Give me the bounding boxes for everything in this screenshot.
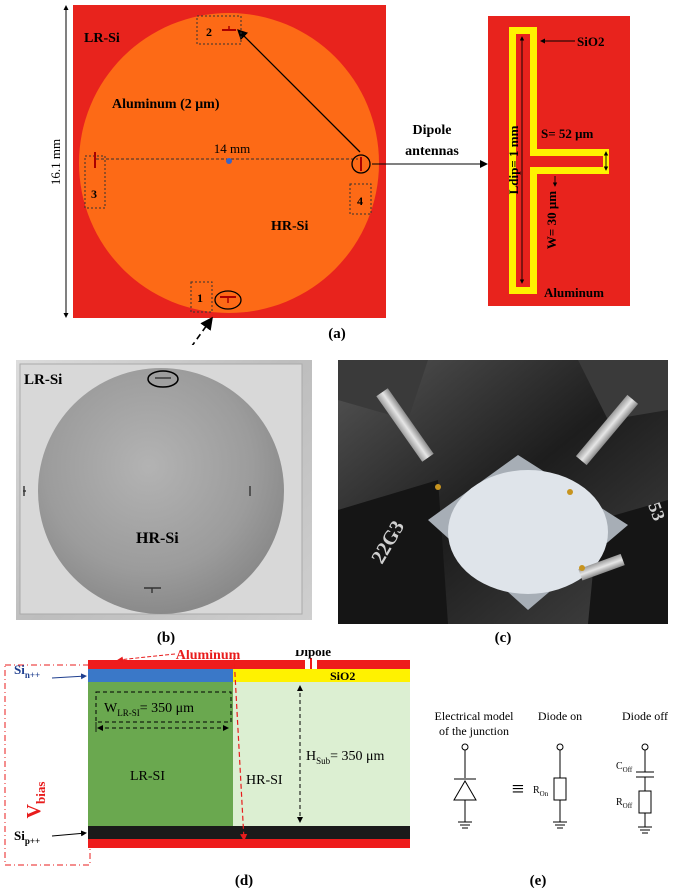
gap-s-label: S= 52 μm (541, 126, 594, 141)
photo-lr-si-label: LR-Si (24, 372, 63, 388)
panel-e: Electrical model of the junction Diode o… (435, 709, 669, 889)
diode-off-label: Diode off (622, 709, 668, 723)
lr-si-block (88, 682, 233, 826)
w-lrsi-label: WLR-SI= 350 μm (104, 701, 194, 718)
diode-on-label: Diode on (538, 709, 582, 723)
aluminum-label-d: Aluminum (176, 650, 241, 663)
diode-off-circuit (636, 743, 654, 834)
chip-wafer-disc (448, 470, 608, 594)
photo-hr-si-label: HR-Si (136, 530, 179, 547)
hr-si-label: HR-Si (271, 219, 308, 234)
h-sub-label: HSub= 350 μm (306, 749, 385, 766)
captions-bc: (b) (c) (157, 630, 512, 646)
r-off-label: ROff (616, 797, 633, 810)
top-aluminum-layer (88, 660, 410, 669)
side-length-label: 16.1 mm (48, 139, 63, 185)
center-dot (226, 158, 232, 164)
panel-b-photo: LR-Si HR-Si (16, 360, 312, 620)
panel-d: Vbias Aluminum Dipole SiO2 Sin++ Sip++ W… (4, 650, 410, 889)
hr-si-label-d: HR-SI (246, 773, 283, 788)
hr-si-block (233, 682, 410, 826)
dipole-label-d: Dipole (295, 650, 331, 659)
panel-c-photo: 22G3 53 (338, 360, 668, 624)
antennas-label: antennas (405, 144, 459, 159)
caption-b: (b) (157, 630, 175, 646)
antenna-1-label: 1 (197, 291, 203, 305)
sio2-zoom-label: SiO2 (577, 34, 604, 49)
si-p-label: Sip++ (14, 828, 40, 846)
n-plus-layer (88, 669, 233, 682)
ldip-label: Ldip= 1 mm (506, 125, 521, 194)
wafer-disc (38, 368, 284, 614)
aluminum-label: Aluminum (2 μm) (112, 97, 220, 112)
lr-si-label-d: LR-SI (130, 769, 165, 784)
equivalence-sign: ≡ (512, 776, 524, 801)
sio2-layer (233, 669, 410, 682)
c-off-label: COff (616, 761, 633, 774)
antenna-4-label: 4 (357, 194, 363, 208)
model-line-1: Electrical model (435, 709, 515, 723)
vbias-label: Vbias (23, 782, 48, 819)
holder-label-right: 53 (644, 500, 668, 524)
caption-a: (a) (328, 326, 346, 342)
caption-d: (d) (235, 873, 253, 889)
panel-a: 16.1 mm LR-Si Aluminum (2 μm) HR-Si 14 m… (48, 5, 630, 345)
antenna-2-label: 2 (206, 25, 212, 39)
diode-on-resistor (553, 743, 567, 829)
p-plus-layer (88, 826, 410, 839)
width-w-label: W= 30 μm (544, 191, 559, 249)
aluminum-zoom-label: Aluminum (544, 285, 604, 300)
antenna-3-label: 3 (91, 187, 97, 201)
caption-c: (c) (495, 630, 512, 646)
diameter-label: 14 mm (214, 141, 250, 156)
sio2-label-d: SiO2 (330, 669, 355, 683)
diode-symbol (453, 743, 477, 829)
bottom-aluminum-layer (88, 839, 410, 848)
si-n-label: Sin++ (14, 662, 40, 680)
dipole-label: Dipole (413, 123, 452, 138)
r-on-label: ROn (533, 785, 549, 798)
lr-si-label: LR-Si (84, 31, 120, 46)
model-line-2: of the junction (439, 724, 509, 738)
caption-e: (e) (530, 873, 547, 889)
